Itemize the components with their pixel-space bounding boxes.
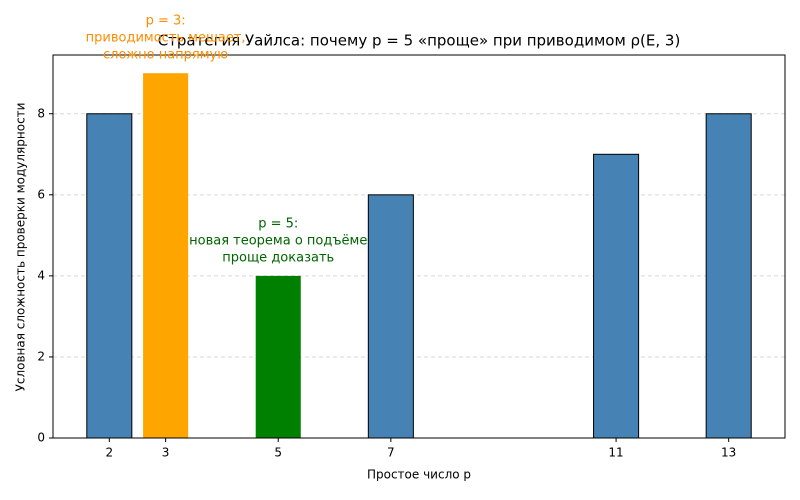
annotation: сложно напрямую bbox=[103, 48, 228, 63]
x-tick-label: 13 bbox=[721, 446, 736, 460]
y-tick-label: 2 bbox=[37, 349, 45, 363]
annotation: новая теорема о подъёме bbox=[189, 233, 367, 248]
bar bbox=[705, 113, 752, 439]
y-tick-label: 0 bbox=[37, 431, 45, 445]
annotation: проще доказать bbox=[222, 250, 334, 265]
bar bbox=[86, 113, 133, 439]
bar bbox=[593, 153, 640, 439]
plot-frame bbox=[52, 54, 786, 439]
x-tick-label: 11 bbox=[608, 446, 623, 460]
bar bbox=[143, 73, 189, 438]
annotation: p = 3: bbox=[146, 14, 186, 29]
bar bbox=[367, 194, 414, 439]
bar bbox=[255, 275, 301, 438]
x-tick-label: 5 bbox=[274, 446, 282, 460]
x-tick-label: 2 bbox=[105, 446, 113, 460]
y-axis-label: Условная сложность проверки модулярности bbox=[14, 103, 28, 392]
y-tick-label: 8 bbox=[37, 106, 45, 120]
annotation: приводимость мешает, bbox=[86, 31, 246, 46]
x-tick-label: 3 bbox=[162, 446, 170, 460]
chart-title: Стратегия Уайлса: почему p = 5 «проще» п… bbox=[158, 32, 681, 50]
y-tick-label: 6 bbox=[37, 187, 45, 201]
annotation: p = 5: bbox=[258, 216, 298, 231]
y-tick-label: 4 bbox=[37, 268, 45, 282]
x-axis-label: Простое число p bbox=[367, 468, 471, 482]
x-tick-label: 7 bbox=[387, 446, 395, 460]
